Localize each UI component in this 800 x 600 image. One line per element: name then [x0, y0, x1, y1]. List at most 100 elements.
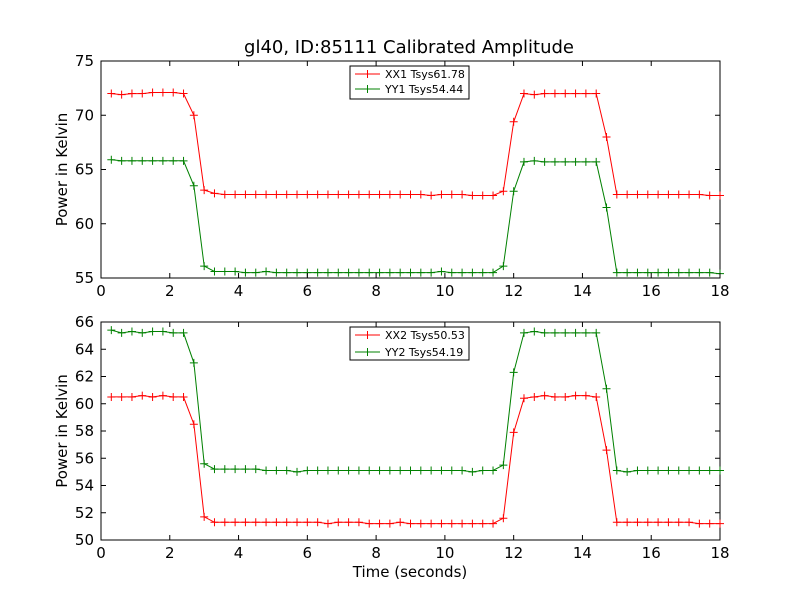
- top-series-1-point: [117, 156, 126, 165]
- top-series-0-point: [189, 111, 198, 120]
- bottom-series-1-point: [499, 461, 508, 470]
- top-series-0-point: [179, 89, 188, 98]
- bottom-series-0-point: [251, 518, 260, 527]
- top-series-0-point: [716, 191, 724, 200]
- bottom-series-1-point: [705, 466, 714, 475]
- bottom-series-1-point: [437, 466, 446, 475]
- bottom-ytick-label: 64: [75, 340, 94, 358]
- bottom-series-0-point: [138, 391, 147, 400]
- top-series-1-point: [612, 268, 621, 277]
- top-series-0-point: [561, 89, 570, 98]
- top-series-0-point: [241, 190, 250, 199]
- top-ytick-label: 65: [75, 161, 94, 179]
- bottom-series-1-point: [272, 466, 281, 475]
- top-series-1-point: [643, 268, 652, 277]
- bottom-series-1-point: [282, 466, 291, 475]
- bottom-series-1-point: [169, 328, 178, 337]
- top-series-0-point: [581, 89, 590, 98]
- top-series-0-point: [592, 89, 601, 98]
- top-series-0-point: [643, 190, 652, 199]
- bottom-series-0-point: [571, 391, 580, 400]
- top-xtick-label: 0: [96, 282, 106, 300]
- top-series-1-point: [365, 268, 374, 277]
- bottom-series-0-point: [158, 391, 167, 400]
- top-series-1-point: [592, 157, 601, 166]
- bottom-series-0-point: [117, 392, 126, 401]
- bottom-series-0-point: [540, 391, 549, 400]
- top-series-1-point: [499, 262, 508, 271]
- legend-label-xx1: XX1 Tsys61.78: [385, 68, 465, 81]
- bottom-series-0-point: [241, 518, 250, 527]
- top-series-0-point: [664, 190, 673, 199]
- top-series-1-point: [633, 268, 642, 277]
- bottom-series-0-point: [189, 420, 198, 429]
- bottom-series-0-point: [303, 518, 312, 527]
- top-series-0-point: [705, 191, 714, 200]
- bottom-series-1-point: [571, 328, 580, 337]
- bottom-series-1-point: [189, 358, 198, 367]
- legend-label-yy1: YY1 Tsys54.44: [384, 83, 463, 96]
- top-series-1-point: [519, 157, 528, 166]
- bottom-series-1-point: [117, 328, 126, 337]
- top-xtick-label: 16: [642, 282, 661, 300]
- top-series-0-point: [396, 190, 405, 199]
- bottom-ytick-label: 60: [75, 395, 94, 413]
- bottom-legend-box: [349, 326, 470, 361]
- bottom-xtick-label: 8: [371, 544, 381, 562]
- top-series-1-point: [705, 268, 714, 277]
- bottom-series-0-point: [365, 519, 374, 528]
- top-series-1-point: [571, 157, 580, 166]
- bottom-series-0-point: [612, 518, 621, 527]
- bottom-series-1-point: [220, 465, 229, 474]
- top-series-0-point: [447, 190, 456, 199]
- bottom-series-0-point: [447, 519, 456, 528]
- top-series-0-point: [571, 89, 580, 98]
- bottom-legend: XX2 Tsys50.53 YY2 Tsys54.19: [349, 326, 470, 361]
- top-series-0-point: [282, 190, 291, 199]
- top-series-1-point: [200, 262, 209, 271]
- top-series-0-point: [354, 190, 363, 199]
- bottom-xtick-label: 6: [303, 544, 313, 562]
- top-series-1-point: [561, 157, 570, 166]
- bottom-series-0-point: [592, 392, 601, 401]
- bottom-series-0-point: [334, 518, 343, 527]
- top-series-1-point: [478, 268, 487, 277]
- top-series-1-point: [344, 268, 353, 277]
- top-ytick-label: 55: [75, 269, 94, 287]
- top-ytick-label: 70: [75, 106, 94, 124]
- top-series-0-point: [293, 190, 302, 199]
- bottom-xtick-label: 18: [710, 544, 729, 562]
- top-series-0-point: [654, 190, 663, 199]
- top-xtick-label: 2: [165, 282, 175, 300]
- top-xtick-label: 18: [710, 282, 729, 300]
- bottom-series-1-point: [354, 466, 363, 475]
- top-series-1-point: [427, 268, 436, 277]
- bottom-series-1-point: [406, 466, 415, 475]
- bottom-series-0-point: [695, 519, 704, 528]
- bottom-ytick-label: 62: [75, 368, 94, 386]
- bottom-series-0-point: [220, 518, 229, 527]
- top-plot-marks: [107, 88, 724, 278]
- bottom-series-0-point: [231, 518, 240, 527]
- bottom-plot-marks: [107, 326, 724, 528]
- top-series-1-point: [674, 268, 683, 277]
- bottom-series-0-point: [210, 518, 219, 527]
- top-series-1-point: [262, 267, 271, 276]
- top-series-0-point: [262, 190, 271, 199]
- top-xtick-label: 6: [303, 282, 313, 300]
- bottom-series-0-point: [282, 518, 291, 527]
- top-series-1-point: [179, 156, 188, 165]
- bottom-series-1-point: [344, 466, 353, 475]
- top-series-1-point: [664, 268, 673, 277]
- top-series-1-point: [509, 187, 518, 196]
- top-series-1-point: [220, 267, 229, 276]
- top-ytick-label: 60: [75, 215, 94, 233]
- top-series-0-point: [158, 88, 167, 97]
- bottom-series-0-point: [602, 446, 611, 455]
- bottom-series-1-point: [107, 326, 116, 335]
- bottom-xtick-label: 2: [165, 544, 175, 562]
- top-series-0-point: [478, 191, 487, 200]
- top-series-0-point: [406, 190, 415, 199]
- bottom-series-1-point: [293, 467, 302, 476]
- bottom-series-0-point: [385, 519, 394, 528]
